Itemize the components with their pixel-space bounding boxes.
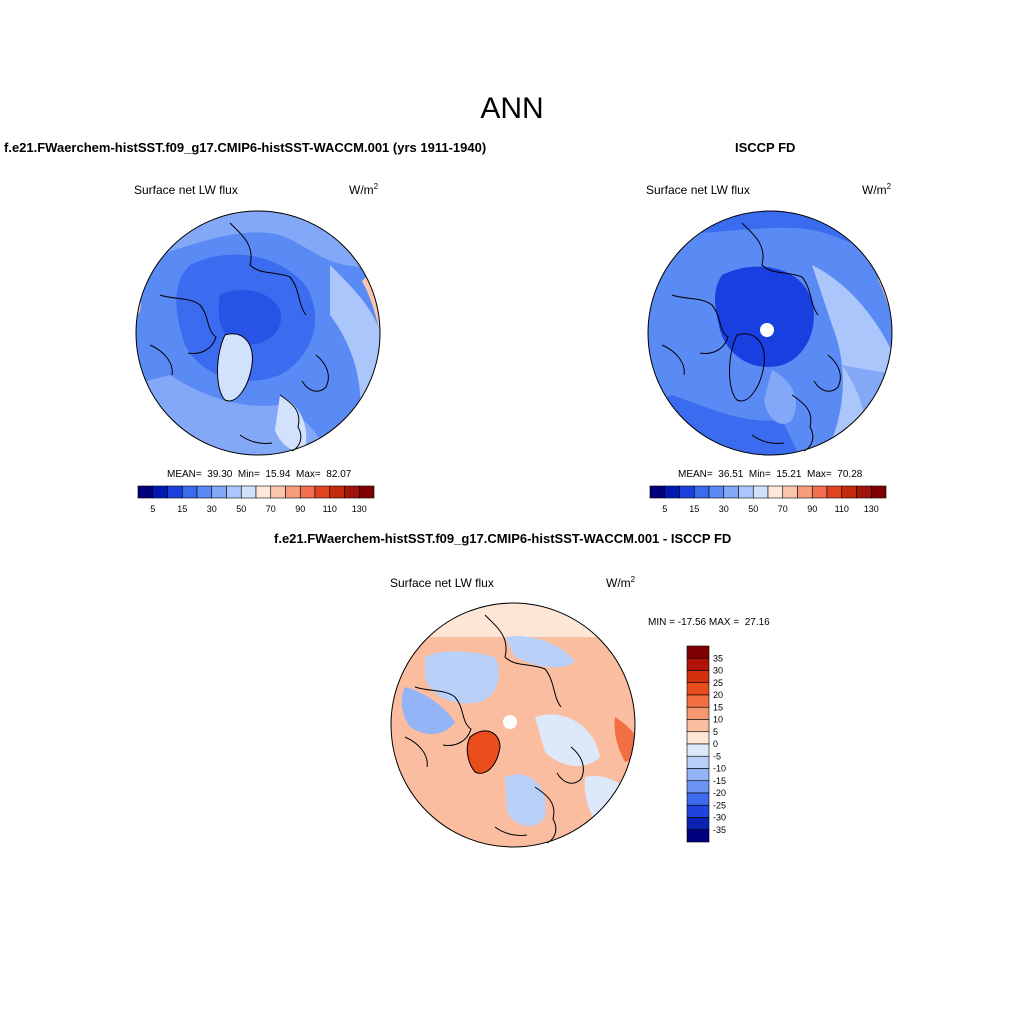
colorbar-tick-label: 5 [662,504,667,514]
diff-colorbar: 35 30 25 20 15 10 5 0 -5 -10 -15 -20 -25 -30 -35 [686,645,726,843]
colorbar-tick-label: 90 [807,504,817,514]
colorbar-swatch [686,670,710,684]
colorbar-tick-label: 70 [778,504,788,514]
diff-panel-title: f.e21.FWaerchem-histSST.f09_g17.CMIP6-hi… [274,531,732,546]
colorbar-tick-label: 25 [713,678,723,688]
colorbar-swatch [686,719,710,733]
colorbar-swatch [329,485,345,499]
colorbar-tick-label: -35 [713,825,726,835]
colorbar-tick-label: -5 [713,751,721,761]
colorbar-tick-label: 50 [748,504,758,514]
test-panel-title: f.e21.FWaerchem-histSST.f09_g17.CMIP6-hi… [4,140,487,155]
colorbar-tick-label: 15 [713,702,723,712]
colorbar-tick-label: 30 [713,666,723,676]
colorbar-tick-label: 110 [835,504,849,514]
ref-colorbar: 5 15 30 50 70 90 110 130 [649,485,887,514]
colorbar-swatch [782,485,798,499]
colorbar-swatch [679,485,695,499]
colorbar-swatch [686,731,710,745]
test-units-label: W/m2 [349,182,379,197]
colorbar-tick-label: 35 [713,653,723,663]
test-colorbar: 5 15 30 50 70 90 110 130 [137,485,375,514]
colorbar-swatch [797,485,813,499]
test-polar-map [135,210,381,456]
colorbar-swatch [270,485,286,499]
colorbar-tick-label: 15 [177,504,187,514]
colorbar-swatch [167,485,183,499]
ref-panel-title: ISCCP FD [735,140,796,155]
ref-units-label: W/m2 [862,182,892,197]
colorbar-swatch [299,485,316,499]
colorbar-tick-label: 20 [713,690,723,700]
colorbar-swatch [686,706,710,720]
colorbar-swatch [137,485,154,499]
test-variable-label: Surface net LW flux [134,183,238,197]
colorbar-swatch [358,485,375,499]
colorbar-swatch [738,485,754,499]
colorbar-tick-label: 50 [236,504,246,514]
colorbar-tick-label: -10 [713,764,726,774]
colorbar-swatch [686,817,710,831]
colorbar-tick-label: 30 [207,504,217,514]
test-stats: MEAN= 39.30 Min= 15.94 Max= 82.07 [167,469,352,480]
colorbar-swatch [686,657,710,671]
colorbar-swatch [686,829,710,843]
colorbar-tick-label: 110 [323,504,337,514]
colorbar-swatch [856,485,872,499]
colorbar-swatch [686,743,710,757]
colorbar-swatch [841,485,857,499]
colorbar-swatch [723,485,739,499]
colorbar-tick-label: -20 [713,788,726,798]
ref-polar-map [647,210,893,456]
colorbar-swatch [870,485,887,499]
colorbar-swatch [693,485,710,499]
diff-polar-map [390,602,636,848]
colorbar-tick-label: -25 [713,800,726,810]
colorbar-tick-label: 10 [713,715,723,725]
colorbar-swatch [255,485,272,499]
ref-variable-label: Surface net LW flux [646,183,750,197]
colorbar-swatch [767,485,784,499]
colorbar-swatch [211,485,227,499]
colorbar-tick-label: 130 [864,504,879,514]
colorbar-swatch [344,485,360,499]
colorbar-swatch [196,485,213,499]
colorbar-swatch [664,485,680,499]
colorbar-swatch [152,485,168,499]
colorbar-tick-label: 70 [266,504,276,514]
main-title: ANN [480,92,544,125]
colorbar-swatch [240,485,257,499]
colorbar-swatch [181,485,198,499]
colorbar-swatch [226,485,242,499]
colorbar-swatch [285,485,301,499]
ref-stats: MEAN= 36.51 Min= 15.21 Max= 70.28 [678,469,863,480]
colorbar-tick-label: 90 [295,504,305,514]
colorbar-swatch [686,804,710,818]
colorbar-swatch [686,682,710,696]
colorbar-tick-label: -30 [713,813,726,823]
colorbar-swatch [314,485,331,499]
diff-variable-label: Surface net LW flux [390,576,494,590]
colorbar-tick-label: 5 [150,504,155,514]
colorbar-swatch [686,768,710,782]
colorbar-swatch [686,645,710,659]
colorbar-swatch [686,792,710,806]
colorbar-swatch [649,485,666,499]
colorbar-tick-label: 130 [352,504,367,514]
colorbar-swatch [752,485,769,499]
colorbar-tick-label: 15 [689,504,699,514]
diff-stats: MIN = -17.56 MAX = 27.16 [648,617,770,628]
diff-units-label: W/m2 [606,575,636,590]
colorbar-swatch [708,485,725,499]
colorbar-swatch [811,485,828,499]
colorbar-tick-label: 0 [713,739,718,749]
colorbar-swatch [686,755,710,769]
colorbar-swatch [826,485,843,499]
colorbar-tick-label: -15 [713,776,726,786]
colorbar-tick-label: 5 [713,727,718,737]
colorbar-swatch [686,694,710,708]
colorbar-swatch [686,780,710,794]
colorbar-tick-label: 30 [719,504,729,514]
